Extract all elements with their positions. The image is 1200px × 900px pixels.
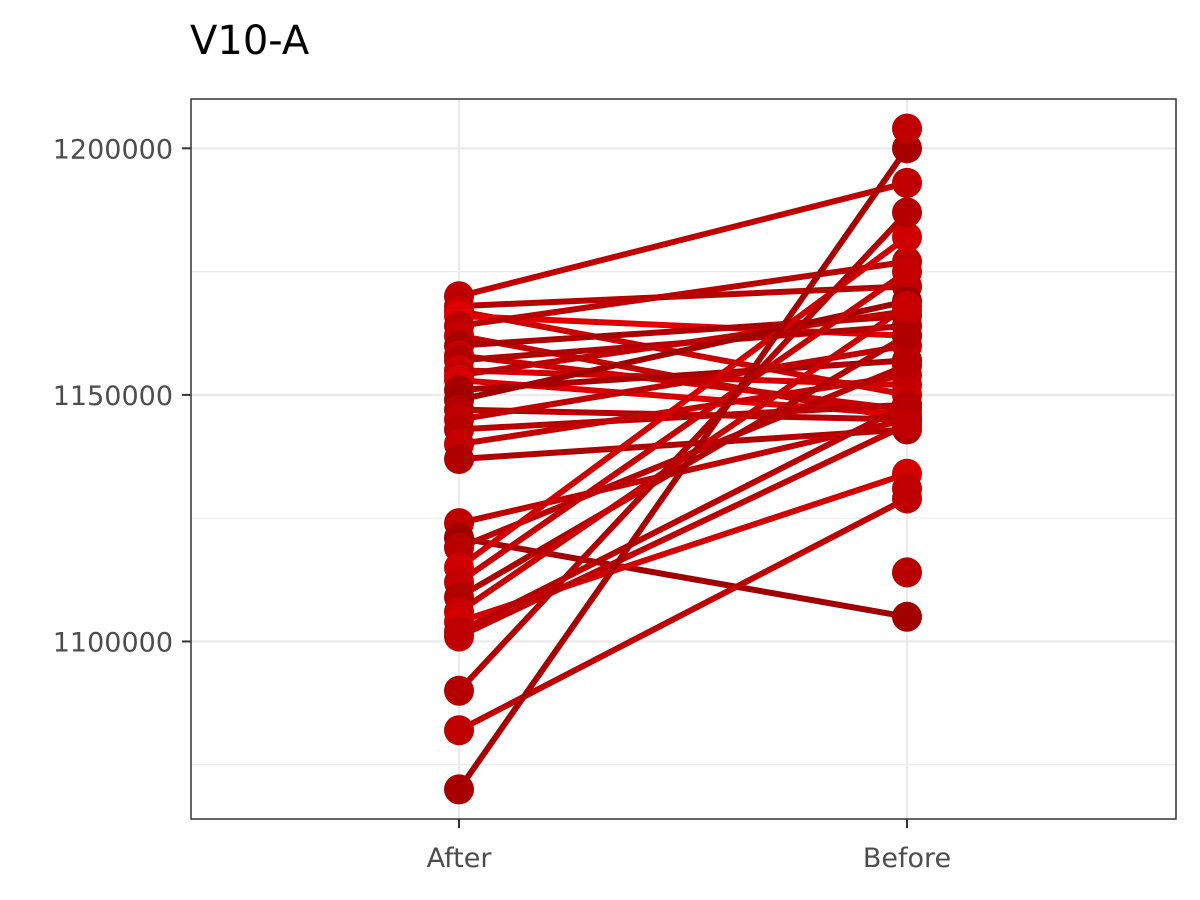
data-point — [892, 113, 922, 144]
chart-title: V10-A — [190, 18, 310, 64]
series-line — [458, 298, 908, 403]
series-line — [458, 372, 908, 448]
series-line — [457, 421, 909, 640]
series-line — [458, 401, 908, 433]
data-point — [892, 557, 922, 588]
data-point — [892, 473, 922, 504]
data-point — [892, 197, 922, 228]
series-line — [456, 146, 910, 792]
series-points — [444, 113, 922, 805]
series-line — [457, 303, 909, 615]
data-point — [892, 222, 922, 253]
series-line — [458, 179, 908, 300]
y-tick-label: 1200000 — [53, 134, 173, 165]
data-point — [444, 715, 474, 746]
data-point — [892, 167, 922, 198]
data-point — [892, 320, 922, 351]
y-tick-label: 1150000 — [53, 381, 173, 412]
x-tick-label: Before — [863, 843, 951, 874]
x-axis: After Before — [427, 819, 951, 874]
series-line — [457, 495, 909, 733]
x-tick-label: After — [427, 843, 493, 874]
data-point — [892, 256, 922, 287]
y-axis: 1100000 1150000 1200000 — [53, 134, 191, 658]
data-point — [892, 409, 922, 440]
y-tick-label: 1100000 — [53, 627, 173, 658]
plot-panel-border — [190, 98, 1177, 820]
data-point — [444, 675, 474, 706]
data-point — [892, 601, 922, 632]
data-point — [444, 774, 474, 805]
data-point — [444, 444, 474, 474]
series-line — [456, 210, 910, 693]
series-line — [457, 269, 909, 585]
data-point — [892, 350, 922, 381]
data-point — [444, 621, 474, 652]
data-point — [892, 291, 922, 322]
series-line — [457, 402, 909, 635]
series-line — [458, 258, 908, 329]
series-lines — [456, 146, 910, 792]
